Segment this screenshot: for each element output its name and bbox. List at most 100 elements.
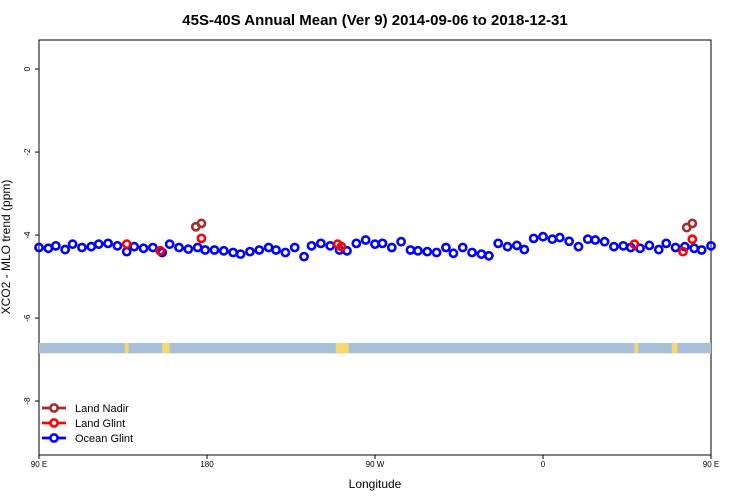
series-land-nadir [190,218,698,233]
data-point [228,247,239,258]
data-series [34,218,716,262]
data-point [405,245,416,255]
data-point [590,235,601,245]
x-tick-label: 180 [200,460,214,469]
data-point [254,245,265,255]
data-point [599,236,610,247]
x-axis-label: Longitude [349,477,402,491]
y-tick-label: 0 [23,66,32,71]
data-point [183,244,194,255]
data-point [121,239,132,250]
data-point [564,236,575,247]
legend-label: Land Glint [75,418,125,430]
land-ocean-strip [39,342,711,354]
data-point [706,240,716,251]
data-point [679,241,690,252]
data-point [661,238,672,249]
data-point [448,248,459,259]
data-point [511,240,522,251]
data-point [103,238,113,249]
data-point [554,232,565,243]
data-point [582,234,593,245]
data-point [209,245,220,255]
data-point [271,245,281,255]
data-point [93,239,104,250]
data-point [467,247,477,258]
data-point [147,242,158,253]
data-point [377,238,388,249]
data-point [112,240,123,251]
data-point [687,234,698,245]
data-point [235,249,246,260]
data-point [687,218,698,229]
data-point [280,247,291,258]
legend-marker [49,433,59,443]
land-patch [671,342,678,354]
data-point [396,236,407,247]
data-point [519,244,530,255]
data-point [573,241,584,252]
legend-label: Land Nadir [75,403,129,415]
y-tick-label: -6 [23,314,32,322]
data-point [413,245,423,256]
data-point [618,240,629,251]
y-tick-label: -2 [23,148,32,156]
data-point [263,242,274,253]
y-tick-label: -8 [23,397,32,405]
y-tick-label: -4 [23,231,32,239]
data-point [689,243,700,254]
data-point [299,251,309,262]
data-point [196,218,207,229]
legend-marker [49,418,59,428]
data-point [155,245,166,256]
data-point [196,233,207,244]
data-point [289,242,300,253]
data-point [192,242,203,253]
ocean-band [39,342,711,354]
land-patch [162,342,170,354]
data-point [653,244,664,255]
land-patch [634,342,639,354]
data-point [360,235,371,245]
data-point [336,241,347,252]
data-point [67,239,78,250]
data-point [386,242,397,253]
data-point [34,242,44,253]
land-patch [335,342,349,354]
x-tick-label: 0 [541,460,546,469]
data-point [174,242,184,253]
data-point [422,246,433,257]
x-tick-label: 90 E [31,460,47,469]
series-ocean-glint [34,231,716,262]
data-point [457,242,468,253]
data-point [306,240,317,251]
y-axis: 0 -2 -4 -6 -8 [23,66,39,405]
data-point [245,246,255,257]
x-axis: 90 E 180 90 W 0 90 E [31,455,719,469]
data-point [483,250,494,261]
data-point [431,247,442,258]
x-tick-label: 90 E [703,460,719,469]
data-point [538,231,548,242]
data-point [50,240,61,251]
chart-title: 45S-40S Annual Mean (Ver 9) 2014-09-06 t… [182,12,567,29]
data-point [138,243,149,254]
data-point [200,245,211,255]
data-point [351,238,362,249]
data-point [86,241,97,252]
data-point [547,234,558,245]
data-point [218,245,229,256]
data-point [476,249,487,260]
series-land-glint [121,233,698,257]
data-point [678,246,688,257]
data-point [441,242,451,253]
y-axis-label: XCO2 - MLO trend (ppm) [0,180,13,315]
data-point [644,240,655,251]
legend: Land Nadir Land Glint Ocean Glint [42,403,133,445]
x-tick-label: 90 W [366,460,385,469]
data-point [502,241,513,252]
data-point [370,239,380,250]
data-point [315,238,326,249]
data-point [121,246,132,257]
